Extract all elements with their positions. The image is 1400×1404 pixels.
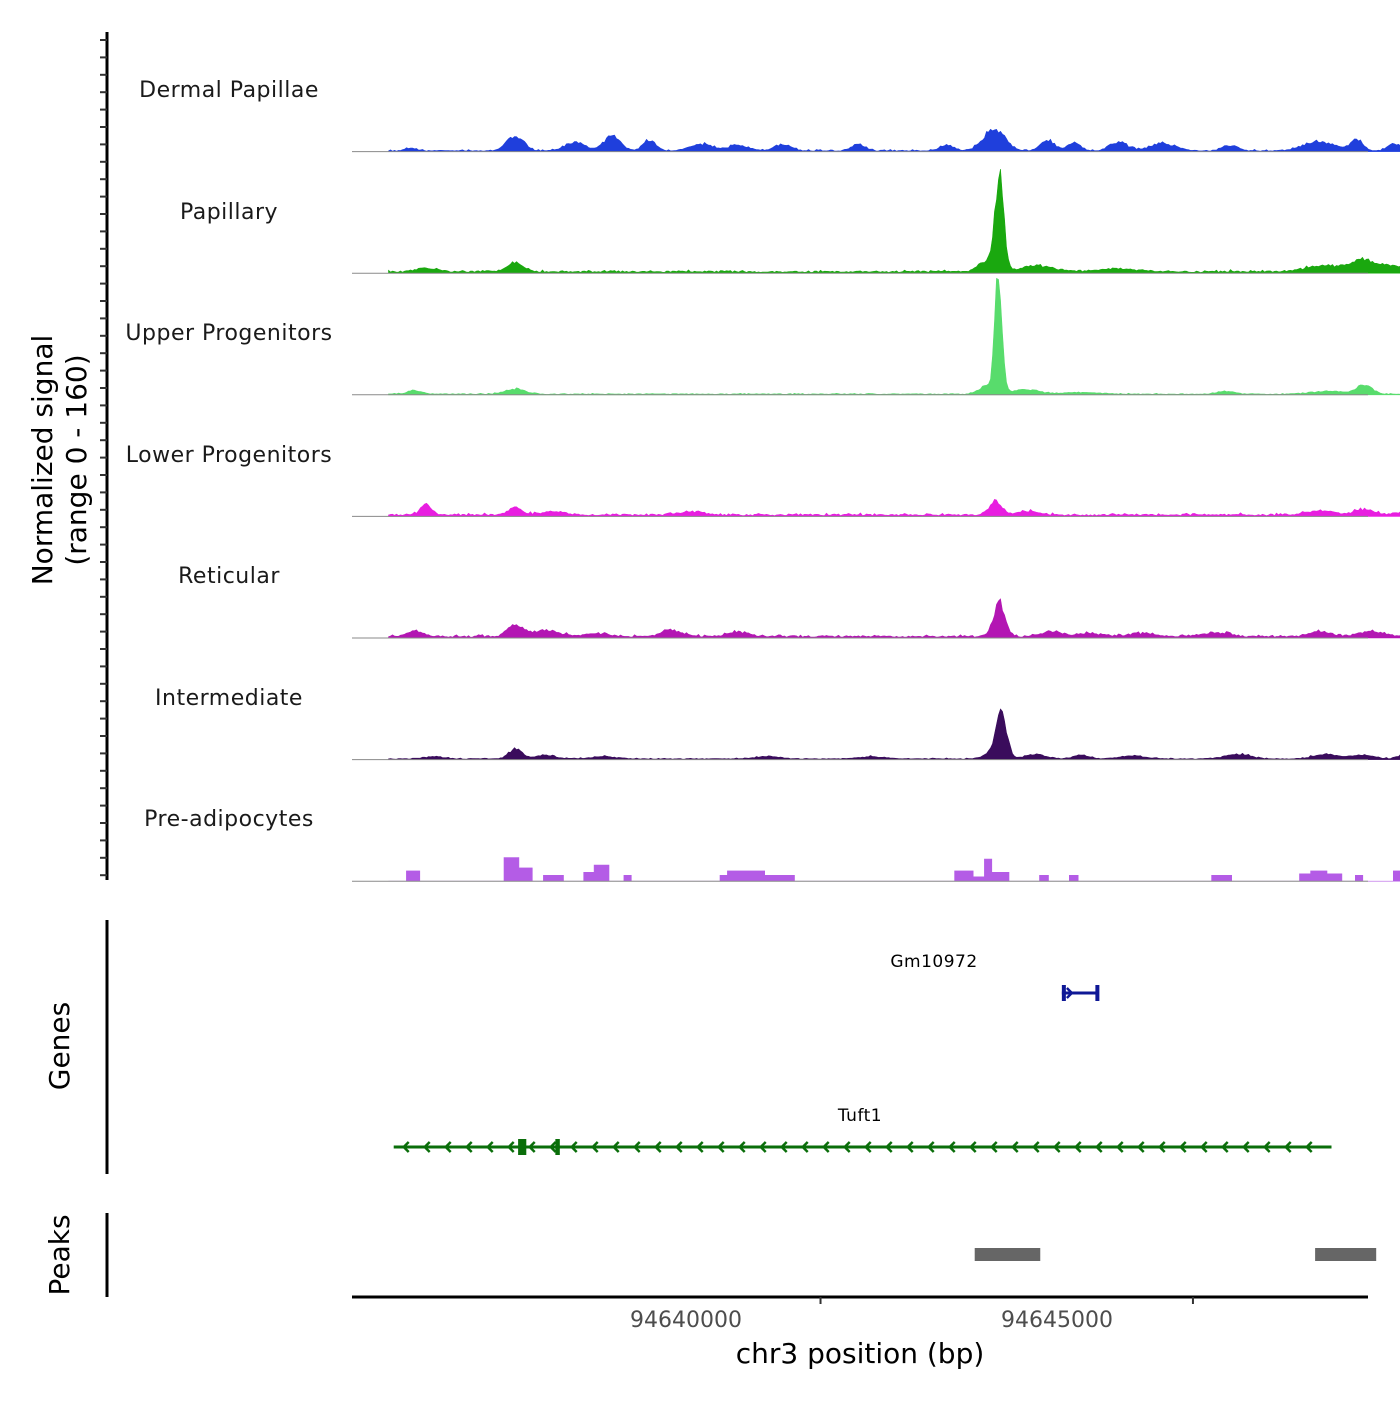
gene-label-gm10972: Gm10972 <box>890 952 978 972</box>
x-axis-title: chr3 position (bp) <box>735 1337 985 1370</box>
peak-region <box>1315 1248 1377 1261</box>
gene-strand-arrow <box>716 1141 725 1153</box>
track-label-upper-progenitors: Upper Progenitors <box>125 321 333 346</box>
gene-strand-arrow <box>1199 1141 1208 1153</box>
signal-area-upper-progenitors <box>388 277 1400 396</box>
track-label-intermediate: Intermediate <box>155 686 303 711</box>
gene-strand-arrow <box>884 1141 893 1153</box>
gene-strand-arrow <box>1094 1141 1103 1153</box>
gene-strand-arrow <box>905 1141 914 1153</box>
gene-strand-arrow <box>779 1141 788 1153</box>
gene-strand-arrow <box>1262 1141 1271 1153</box>
track-label-papillary: Papillary <box>179 200 279 225</box>
gene-strand-arrow <box>1241 1141 1250 1153</box>
signal-area-dermal-papillae <box>388 128 1400 152</box>
gene-strand-arrow <box>611 1141 620 1153</box>
track-intermediate <box>352 708 1400 761</box>
gene-strand-arrow <box>1010 1141 1019 1153</box>
gene-strand-arrow <box>506 1141 515 1153</box>
gene-strand-arrow <box>590 1141 599 1153</box>
signal-area-reticular <box>388 598 1400 639</box>
gene-strand-arrow <box>863 1141 872 1153</box>
gene-strand-arrow <box>422 1141 431 1153</box>
signal-area-pre-adipocytes <box>388 857 1400 882</box>
track-pre-adipocytes <box>352 857 1400 882</box>
gene-strand-arrow <box>1136 1141 1145 1153</box>
gene-strand-arrow <box>569 1141 578 1153</box>
gene-strand-arrow <box>968 1141 977 1153</box>
y-axis-title-line-1: Normalized signal <box>26 334 59 586</box>
gene-strand-arrow <box>485 1141 494 1153</box>
gene-strand-arrow <box>1283 1141 1292 1153</box>
gene-strand-arrow <box>1157 1141 1166 1153</box>
gene-strand-arrow <box>737 1141 746 1153</box>
y-axis-title-genes: Genes <box>43 1001 76 1091</box>
gene-strand-arrow <box>653 1141 662 1153</box>
gene-tuft1 <box>393 1139 1332 1155</box>
gene-strand-arrow <box>674 1141 683 1153</box>
gene-strand-arrow <box>1220 1141 1229 1153</box>
gene-strand-arrow <box>695 1141 704 1153</box>
gene-strand-arrow <box>443 1141 452 1153</box>
gene-strand-arrow <box>1115 1141 1124 1153</box>
gene-strand-arrow <box>800 1141 809 1153</box>
signal-area-lower-progenitors <box>388 499 1400 517</box>
gene-strand-arrow <box>821 1141 830 1153</box>
gene-strand-arrow <box>527 1141 536 1153</box>
y-axis-title-signal: Normalized signal (range 0 - 160) <box>26 335 94 586</box>
gene-strand-arrow <box>548 1141 557 1153</box>
track-upper-progenitors <box>352 277 1400 396</box>
signal-area-papillary <box>388 168 1400 274</box>
gene-strand-arrow <box>632 1141 641 1153</box>
gene-strand-arrow <box>401 1141 410 1153</box>
gene-strand-arrow <box>947 1141 956 1153</box>
gene-strand-arrow <box>464 1141 473 1153</box>
y-axis-title-line-2: (range 0 - 160) <box>60 354 93 566</box>
gene-strand-arrow <box>1178 1141 1187 1153</box>
y-axis-title-peaks: Peaks <box>43 1214 76 1296</box>
track-lower-progenitors <box>352 499 1400 517</box>
gene-exon-gm10972 <box>1061 985 1066 1001</box>
x-tick-label-94645000: 94645000 <box>1001 1308 1113 1333</box>
gene-strand-arrow <box>926 1141 935 1153</box>
track-label-reticular: Reticular <box>178 564 280 589</box>
gene-strand-arrow <box>758 1141 767 1153</box>
peak-region <box>974 1248 1041 1261</box>
gene-label-tuft1: Tuft1 <box>837 1106 883 1126</box>
gene-exon-tuft1 <box>555 1139 560 1155</box>
track-label-dermal-papillae: Dermal Papillae <box>139 78 319 103</box>
track-dermal-papillae <box>352 128 1400 153</box>
gene-strand-arrow <box>1065 987 1074 999</box>
gene-strand-arrow <box>1031 1141 1040 1153</box>
gene-gm10972 <box>1061 985 1100 1001</box>
gene-exon-gm10972 <box>1095 985 1100 1001</box>
gene-strand-arrow <box>989 1141 998 1153</box>
track-label-lower-progenitors: Lower Progenitors <box>125 443 333 468</box>
track-reticular <box>352 598 1400 639</box>
gene-strand-arrow <box>1304 1141 1313 1153</box>
gene-strand-arrow <box>1052 1141 1061 1153</box>
gene-exon-tuft1 <box>518 1139 527 1155</box>
gene-strand-arrow <box>1073 1141 1082 1153</box>
track-papillary <box>352 168 1400 274</box>
signal-area-intermediate <box>388 708 1400 760</box>
x-tick-label-94640000: 94640000 <box>630 1308 742 1333</box>
track-label-pre-adipocytes: Pre-adipocytes <box>144 807 314 832</box>
gene-strand-arrow <box>842 1141 851 1153</box>
